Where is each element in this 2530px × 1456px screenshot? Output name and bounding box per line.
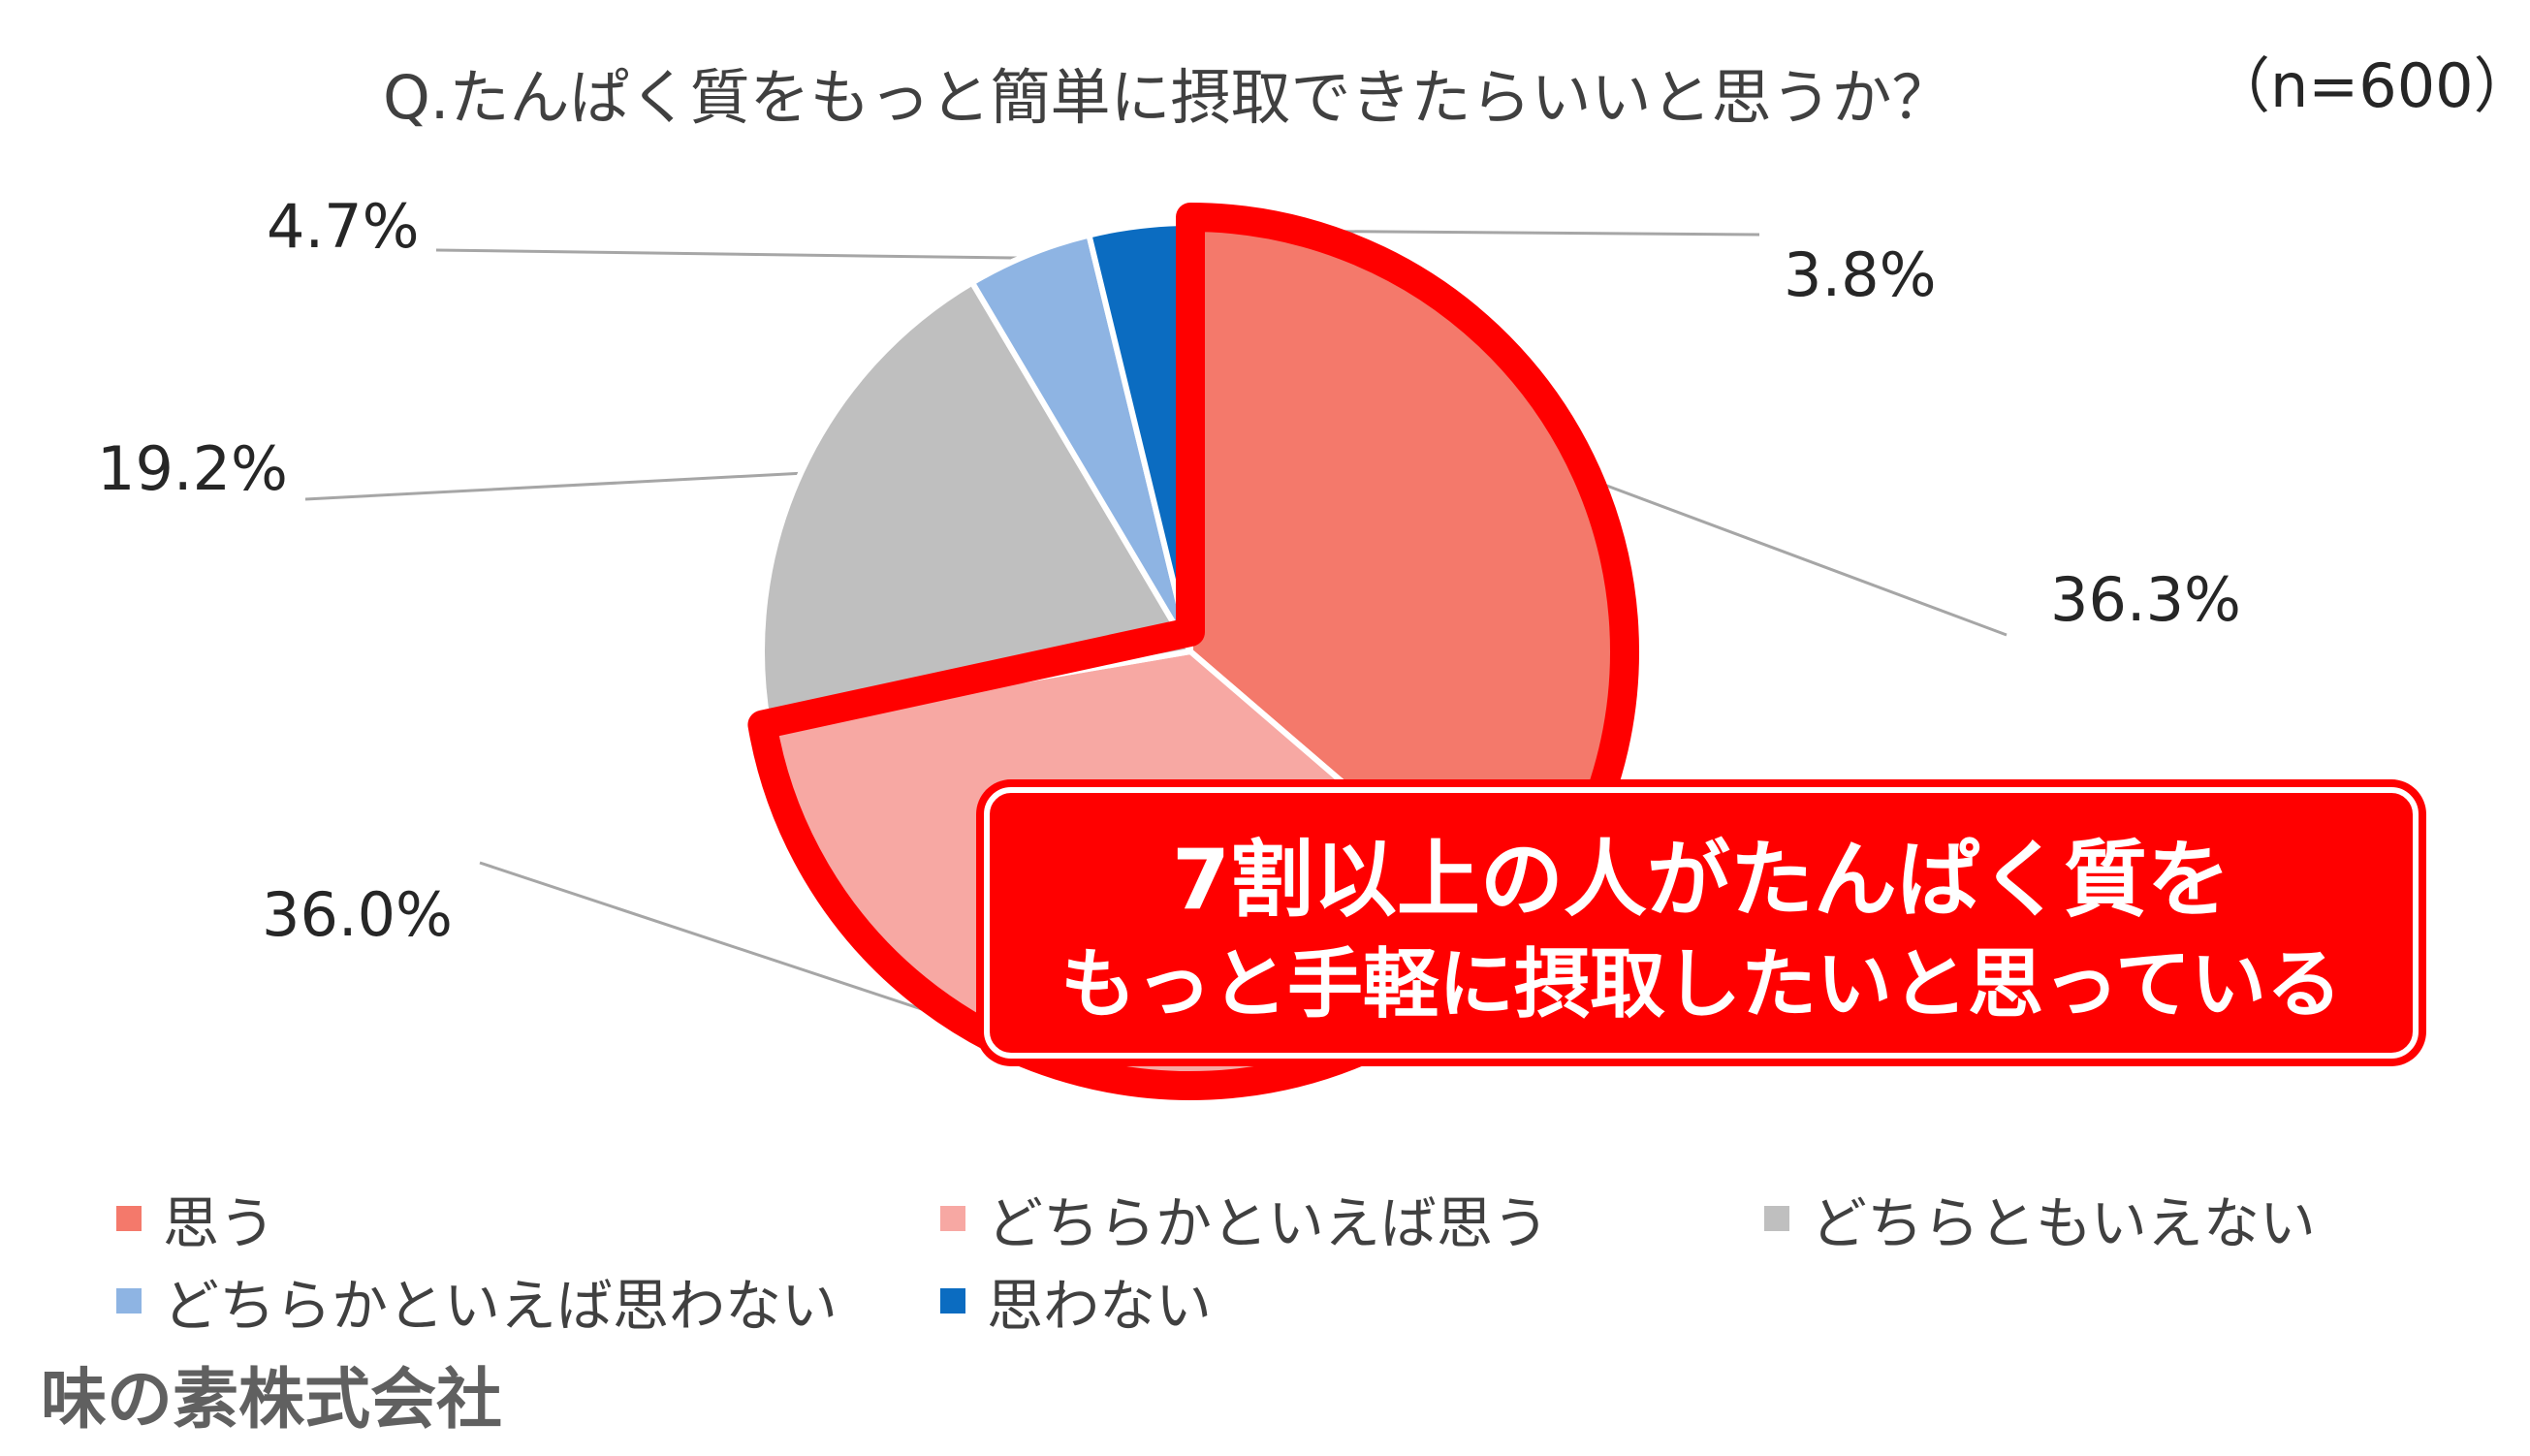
legend-swatch [940,1288,965,1314]
legend-item: どちらかといえば思わない [116,1260,838,1342]
callout-box: 7割以上の人がたんぱく質を もっと手軽に摂取したいと思っている [984,787,2419,1059]
sample-size: （n=600） [2210,50,2530,121]
leader-line [1575,472,2008,637]
legend-swatch [116,1288,142,1314]
leader-line [435,248,1030,260]
legend-swatch [116,1206,142,1231]
leader-line [304,471,806,501]
data-label: 4.7% [267,191,420,262]
legend-item: どちらともいえない [1764,1178,2316,1259]
slice-dochira-to-mo-ienai [759,278,1195,728]
data-label: 3.8% [1784,239,1937,310]
legend-item: どちらかといえば思う [940,1178,1549,1259]
data-label: 36.0% [262,879,453,950]
callout-line-1: 7割以上の人がたんぱく質を [1172,832,2230,929]
legend-label: どちらともいえない [1811,1190,2316,1256]
data-label: 36.3% [2050,564,2241,635]
chart-title: Q.たんぱく質をもっと簡単に摂取できたらいいと思うか？ [383,62,1952,133]
legend-item: 思う [116,1178,275,1259]
callout-line-2: もっと手軽に摂取したいと思っている [1059,941,2343,1029]
legend-item: 思わない [940,1260,1212,1342]
legend-label: 思う [163,1190,276,1256]
legend-swatch [1764,1206,1789,1231]
legend-label: どちらかといえば思う [987,1190,1550,1256]
legend-swatch [940,1206,965,1231]
company-name: 味の素株式会社 [41,1362,503,1439]
legend-label: 思わない [987,1273,1213,1339]
data-label: 19.2% [97,433,288,504]
chart-legend: 思う どちらかといえば思う どちらともいえないどちらかといえば思わない 思わない [116,1178,2443,1343]
legend-label: どちらかといえば思わない [163,1273,838,1339]
